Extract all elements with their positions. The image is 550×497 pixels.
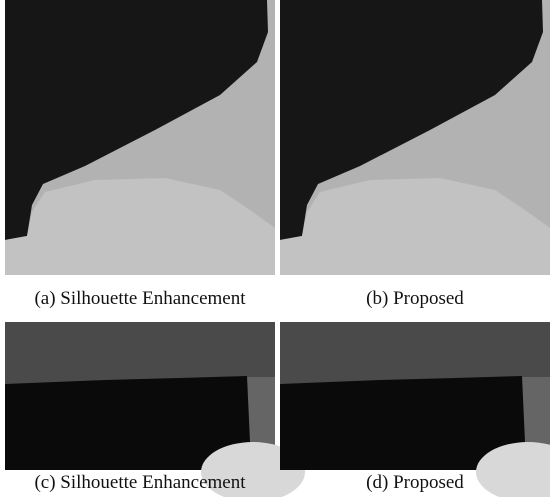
image-a: [5, 0, 275, 275]
caption: (c) Silhouette Enhancement: [5, 472, 275, 494]
image-b: [280, 0, 550, 275]
figure-panels: [0, 0, 550, 497]
caption: (d) Proposed: [280, 472, 550, 494]
image-c: [5, 322, 305, 497]
image-d: [280, 322, 550, 497]
caption: (b) Proposed: [280, 288, 550, 310]
caption: (a) Silhouette Enhancement: [5, 288, 275, 310]
figure-page: {"captions": ["(a) Silhouette Enhancemen…: [0, 0, 550, 497]
